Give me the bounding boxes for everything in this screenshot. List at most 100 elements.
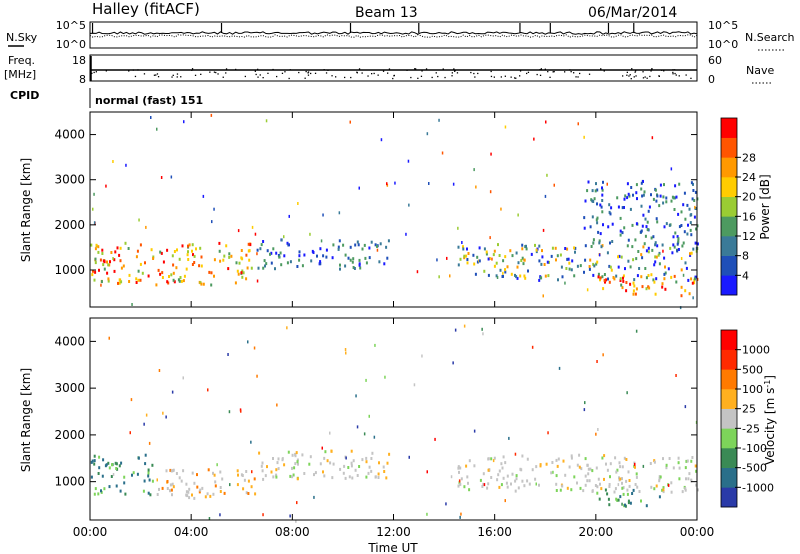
power-colorbar-tick-label: 8 (742, 250, 749, 263)
power-echo-cell (322, 254, 325, 258)
power-echo-cell (647, 246, 650, 250)
power-echo-cell (601, 188, 604, 192)
power-echo-cell (691, 197, 694, 201)
power-echo-cell (110, 251, 113, 254)
power-echo-cell (637, 250, 640, 253)
power-echo-cell (107, 277, 110, 281)
power-echo-cell (522, 262, 525, 266)
power-echo-cell (564, 247, 567, 250)
power-echo-cell (689, 228, 692, 232)
nave-point (335, 76, 337, 78)
power-echo-cell (641, 285, 644, 289)
velocity-echo-cell (467, 481, 469, 485)
power-echo-cell (566, 247, 569, 251)
velocity-echo-cell (551, 461, 554, 464)
velocity-echo-cell (247, 492, 250, 495)
power-echo-cell (600, 205, 603, 209)
velocity-echo-cell (626, 492, 629, 496)
power-echo-cell (155, 283, 158, 287)
power-noise-cell (696, 277, 699, 281)
velocity-echo-cell (521, 479, 524, 483)
power-echo-cell (663, 256, 666, 260)
velocity-echo-cell (604, 488, 607, 492)
power-echo-cell (589, 258, 592, 262)
nave-point (658, 75, 660, 77)
power-echo-cell (246, 266, 249, 270)
power-echo-cell (538, 278, 541, 282)
power-echo-cell (510, 272, 513, 276)
power-noise-cell (542, 294, 544, 298)
velocity-colorbar-block (721, 369, 737, 390)
nave-point (304, 77, 306, 79)
power-noise-cell (542, 228, 545, 232)
power-echo-cell (681, 244, 684, 248)
velocity-echo-cell (619, 495, 622, 499)
power-echo-cell (185, 267, 188, 271)
power-echo-cell (598, 241, 601, 245)
power-noise-cell (145, 225, 147, 229)
velocity-echo-cell (621, 481, 623, 485)
velocity-echo-cell (598, 497, 601, 501)
power-echo-cell (312, 251, 315, 254)
nave-point (255, 73, 257, 76)
power-echo-cell (606, 251, 609, 255)
velocity-echo-cell (582, 489, 585, 493)
velocity-echo-cell (627, 470, 630, 474)
velocity-echo-cell (473, 464, 476, 468)
power-colorbar: 4 8 12 16 20 24 28 Power [dB] (720, 117, 772, 296)
velocity-echo-cell (260, 464, 263, 468)
velocity-echo-cell (596, 491, 599, 495)
power-noise-cell (694, 205, 696, 209)
power-echo-cell (135, 281, 138, 284)
nave-point (91, 72, 93, 74)
power-echo-cell (622, 276, 624, 280)
power-colorbar-block (721, 137, 737, 158)
power-echo-cell (495, 261, 498, 265)
velocity-echo-cell (580, 467, 583, 471)
power-echo-cell (663, 277, 666, 281)
power-noise-cell (583, 135, 585, 139)
nave-point (504, 75, 506, 77)
velocity-echo-cell (586, 463, 589, 467)
power-echo-cell (684, 261, 687, 265)
nave-point (310, 72, 312, 75)
velocity-echo-cell (685, 459, 688, 463)
velocity-echo-cell (169, 468, 172, 472)
velocity-noise-cell (452, 361, 454, 365)
velocity-echo-cell (684, 488, 687, 492)
power-echo-cell (103, 267, 106, 271)
power-echo-cell (619, 233, 622, 237)
power-echo-cell (241, 275, 244, 279)
power-echo-cell (597, 275, 600, 279)
nave-point (674, 69, 676, 71)
velocity-echo-cell (243, 478, 246, 482)
power-noise-cell (394, 181, 396, 185)
velocity-echo-cell (319, 462, 322, 466)
velocity-noise-cell (344, 348, 347, 351)
power-echo-cell (654, 188, 657, 192)
power-echo-cell (521, 243, 524, 247)
power-echo-cell (506, 265, 509, 269)
velocity-echo-cell (555, 474, 558, 478)
power-echo-cell (643, 242, 646, 246)
velocity-echo-cell (578, 465, 581, 469)
power-echo-cell (591, 189, 594, 193)
velocity-noise-cell (207, 388, 209, 392)
power-echo-cell (383, 262, 386, 266)
power-colorbar-blocks: 4 8 12 16 20 24 28 (720, 117, 756, 296)
velocity-echo-cell (514, 479, 517, 483)
power-echo-cell (633, 278, 636, 282)
velocity-noise-cell (684, 405, 687, 409)
power-echo-cell (303, 253, 306, 257)
power-echo-cell (213, 274, 215, 278)
nave-point (414, 68, 416, 70)
velocity-colorbar-tick-label: 500 (742, 363, 763, 376)
velocity-echo-cell (591, 489, 594, 493)
velocity-echo-cell (635, 472, 638, 476)
velocity-echo-cell (149, 493, 152, 497)
noise-sky-trace (89, 31, 698, 35)
velocity-echo-cell (603, 454, 606, 458)
velocity-echo-cell (684, 487, 687, 490)
velocity-echo-cell (531, 468, 534, 472)
nave-point (361, 72, 363, 74)
